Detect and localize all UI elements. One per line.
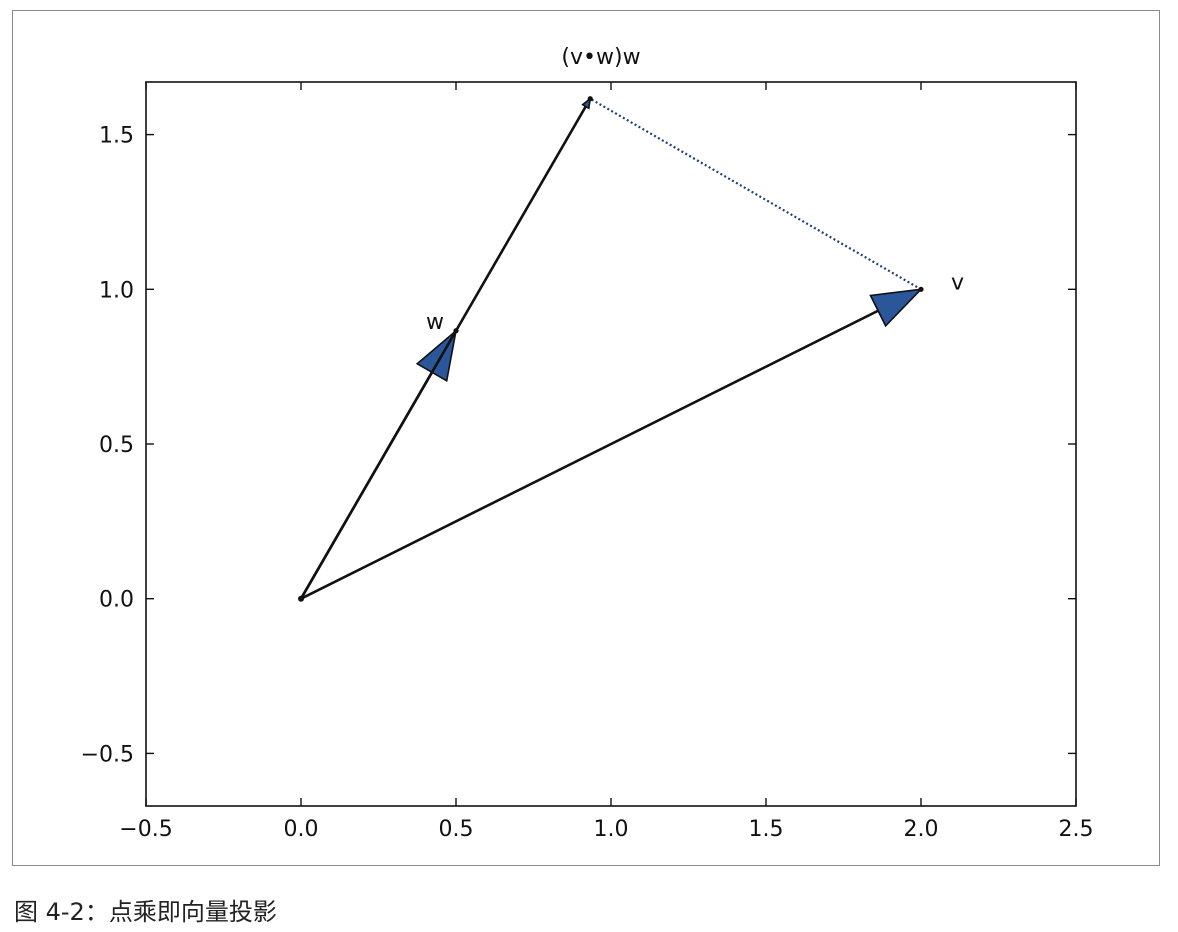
vector-v-label: v bbox=[951, 270, 964, 295]
x-tick-label: 0.0 bbox=[284, 817, 319, 842]
y-tick-label: 1.5 bbox=[99, 124, 134, 149]
vector-w-label: w bbox=[426, 310, 444, 335]
x-tick-label: −0.5 bbox=[119, 817, 172, 842]
origin-point bbox=[298, 595, 304, 602]
chart-svg: (v•w)w −0.5 0.0 0.5 1.0 1.5 2.0 2.5 −0.5 0.0 0.5… bbox=[81, 45, 1094, 842]
x-tick-label: 1.0 bbox=[594, 817, 629, 842]
vector-projection-arrowhead bbox=[581, 96, 592, 110]
y-axis-ticks: −0.5 0.0 0.5 1.0 1.5 bbox=[81, 124, 1076, 767]
x-tick-label: 1.5 bbox=[749, 817, 784, 842]
vector-projection-tip-point bbox=[587, 96, 593, 102]
vector-v-shaft bbox=[299, 287, 923, 601]
figure-caption: 图 4-2：点乘即向量投影 bbox=[14, 898, 277, 926]
y-tick-label: 1.0 bbox=[99, 278, 134, 303]
x-tick-label: 2.0 bbox=[904, 817, 939, 842]
x-axis-ticks: −0.5 0.0 0.5 1.0 1.5 2.0 2.5 bbox=[119, 82, 1094, 842]
x-tick-label: 0.5 bbox=[439, 817, 474, 842]
vector-projection-shaft bbox=[299, 97, 592, 601]
y-tick-label: −0.5 bbox=[81, 742, 134, 767]
vector-v-arrowhead bbox=[869, 288, 924, 328]
chart-marks: wv bbox=[298, 96, 964, 602]
x-tick-label: 2.5 bbox=[1059, 817, 1094, 842]
projection-dotted-line bbox=[589, 97, 922, 291]
y-tick-label: 0.0 bbox=[99, 588, 134, 613]
chart-title: (v•w)w bbox=[561, 45, 640, 70]
vector-v-tip-point bbox=[918, 286, 924, 292]
y-tick-label: 0.5 bbox=[99, 433, 134, 458]
